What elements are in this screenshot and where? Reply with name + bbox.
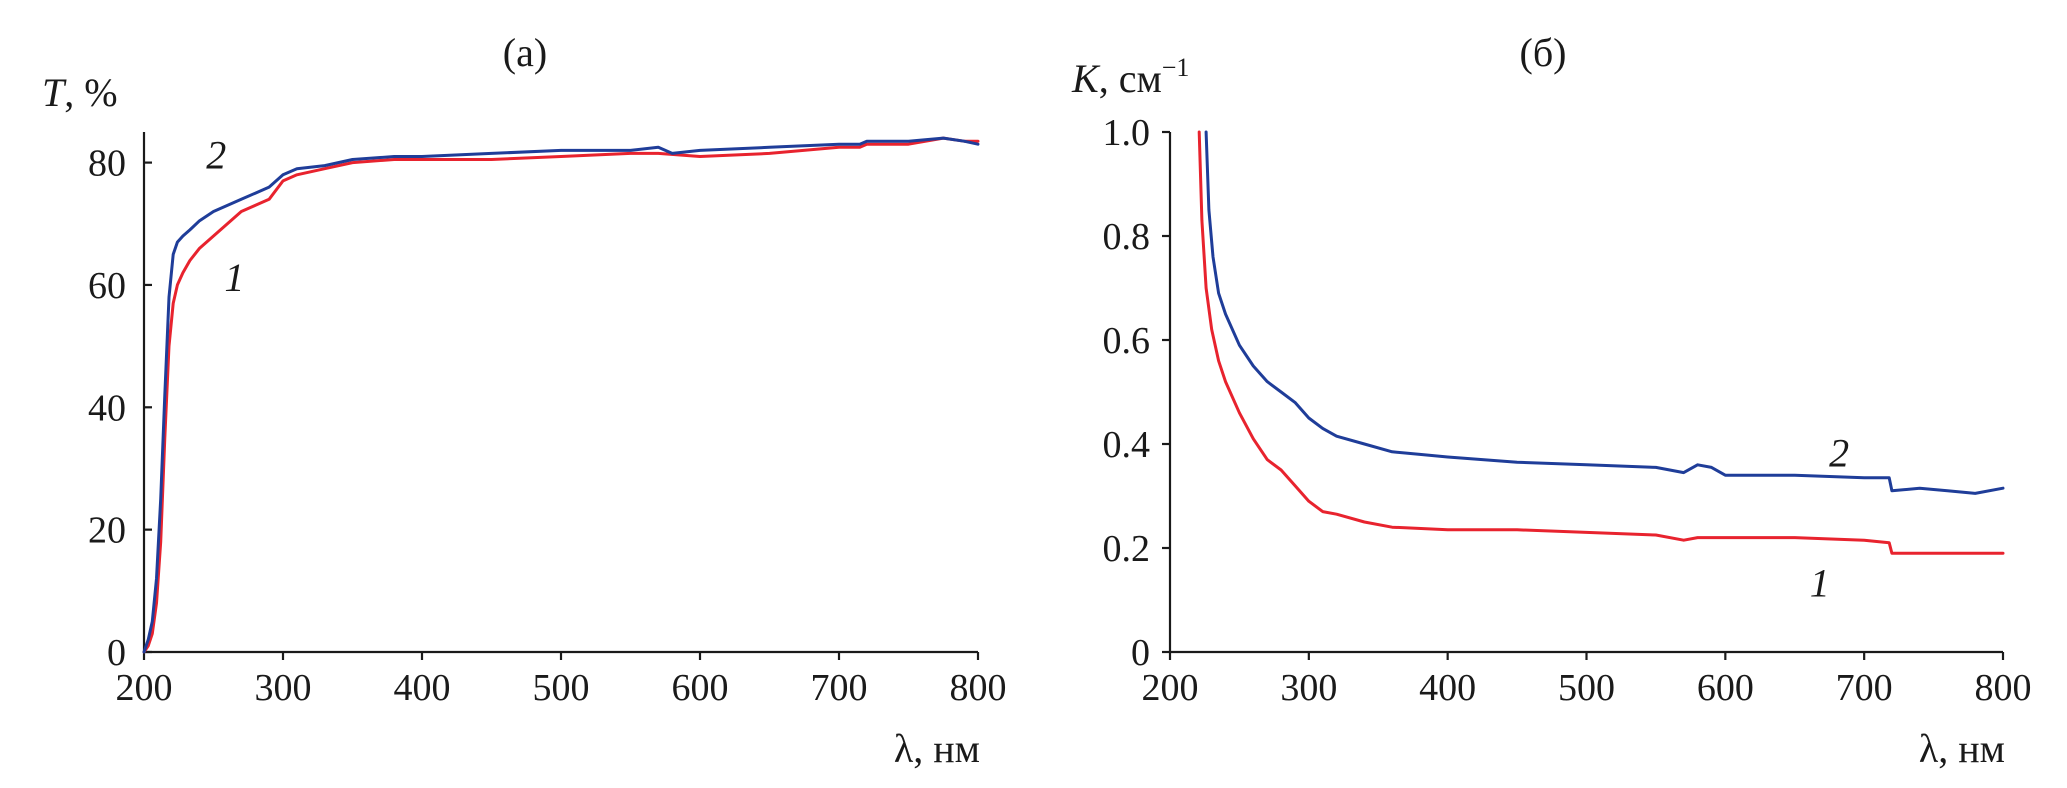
panel-a-y-tick-label: 80: [88, 143, 126, 185]
panel-a-y-tick-label: 40: [88, 387, 126, 429]
panel-b: 200 300 400 500 600 700 800 0 0.2 0.4 0.6 0.8 1.0 (б)…: [1071, 30, 2032, 771]
panel-b-series-2-label: 2: [1829, 430, 1849, 475]
panel-b-series-1-label: 1: [1810, 560, 1830, 605]
panel-a-series-1-label: 1: [224, 255, 244, 300]
panel-a-series-1-line: [142, 136, 980, 654]
panel-a-y-label: T, %: [42, 70, 118, 115]
panel-a-y-label-unit: , %: [64, 70, 117, 115]
panel-a: 200 300 400 500 600 700 800 0 20 40 60 80 (a) T, % λ, …: [42, 30, 1007, 771]
panel-b-x-tick-label: 800: [1975, 667, 2032, 709]
panel-a-y-tick-label: 0: [107, 632, 126, 674]
panel-b-y-label-unit: , см: [1099, 56, 1162, 101]
panel-a-x-tick-label: 600: [672, 667, 729, 709]
panel-a-x-tick-label: 500: [533, 667, 590, 709]
panel-b-y-tick-label: 0.8: [1103, 216, 1151, 258]
panel-a-y-tick-label: 60: [88, 265, 126, 307]
panel-b-y-tick-label: 0.2: [1103, 528, 1151, 570]
panel-a-series-2-label: 2: [206, 132, 226, 177]
panel-b-x-tick-label: 400: [1419, 667, 1476, 709]
panel-b-series-2-line: [1204, 130, 2005, 495]
panel-a-y-tick-label: 20: [88, 510, 126, 552]
panel-b-y-tick-label: 1.0: [1103, 112, 1151, 154]
panel-b-x-tick-label: 500: [1558, 667, 1615, 709]
panel-a-x-label: λ, нм: [894, 726, 980, 771]
panel-b-y-label-sup: −1: [1162, 53, 1190, 82]
panel-a-x-tick-label: 700: [811, 667, 868, 709]
panel-a-x-tick-label: 400: [394, 667, 451, 709]
panel-a-x-tick-label: 200: [116, 667, 173, 709]
panel-b-y-label-var: K: [1071, 56, 1101, 101]
panel-b-y-tick-label: 0.6: [1103, 320, 1151, 362]
panel-a-series-2-line: [142, 136, 980, 654]
panel-a-y-label-var: T: [42, 70, 67, 115]
panel-b-series-1-line: [1197, 130, 2005, 555]
panel-b-y-tick-label: 0.4: [1103, 424, 1151, 466]
panel-b-x-tick-label: 300: [1280, 667, 1337, 709]
panel-b-x-tick-label: 600: [1697, 667, 1754, 709]
panel-b-x-tick-label: 700: [1836, 667, 1893, 709]
panel-b-y-label: K, см−1: [1071, 53, 1189, 101]
panel-b-x-tick-label: 200: [1142, 667, 1199, 709]
panel-b-title: (б): [1520, 30, 1567, 75]
panel-b-x-label: λ, нм: [1919, 726, 2005, 771]
panel-a-x-tick-label: 800: [950, 667, 1007, 709]
panel-b-y-tick-label: 0: [1131, 632, 1150, 674]
panel-a-x-tick-label: 300: [255, 667, 312, 709]
panel-a-title: (a): [503, 30, 547, 75]
